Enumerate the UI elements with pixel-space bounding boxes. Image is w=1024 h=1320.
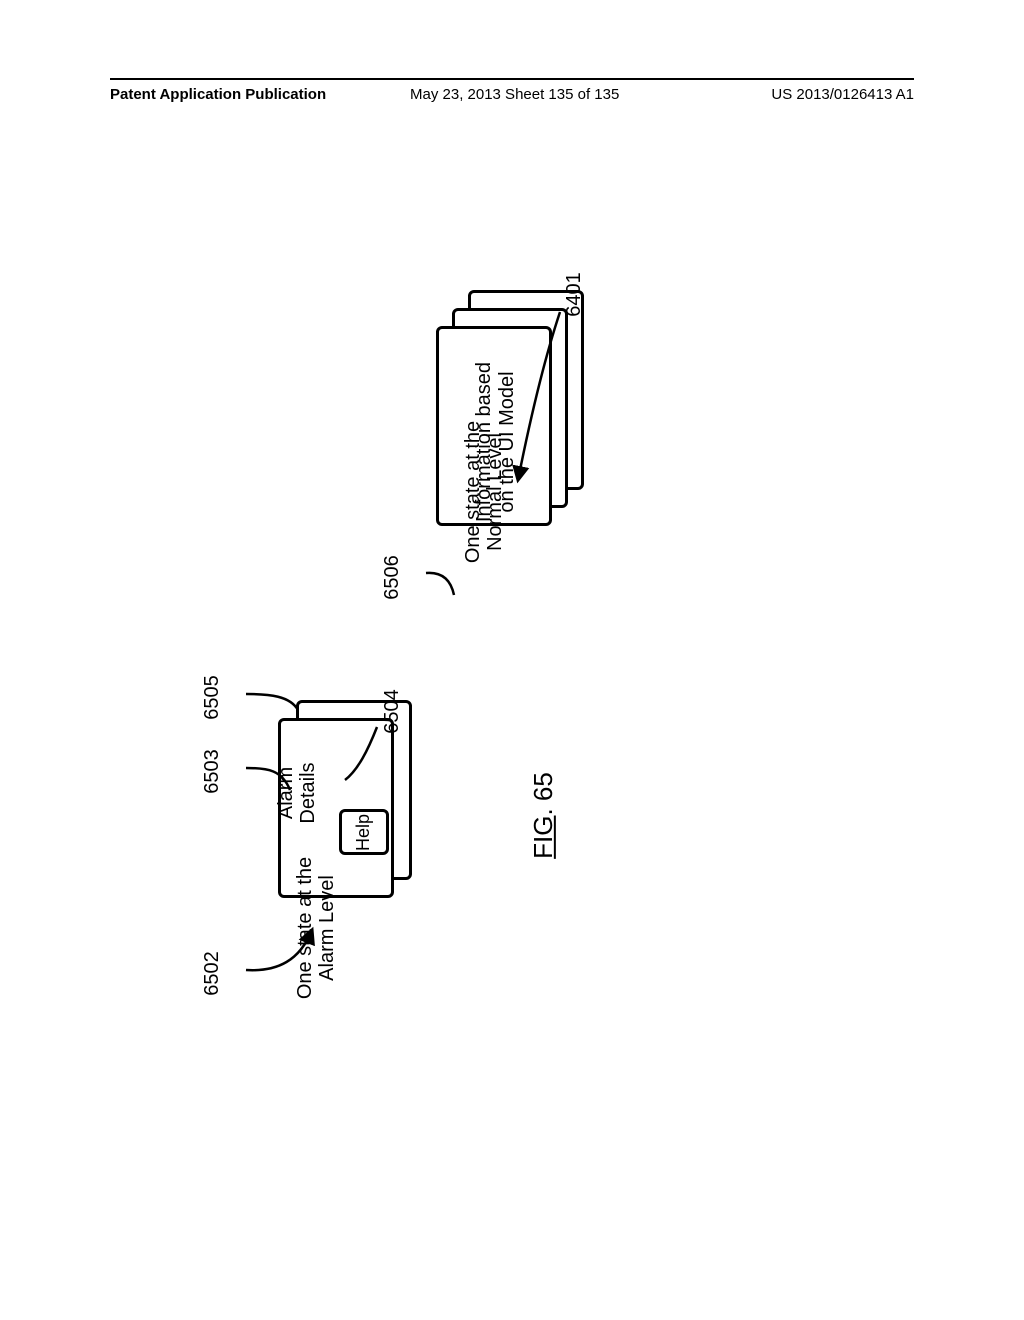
figure-65: Alternate View Alarm Details Help One st… (0, 0, 1024, 1320)
alarm-details-line1: Alarm (275, 767, 297, 819)
ref-6506: 6506 (381, 555, 404, 600)
ref-6504: 6504 (381, 689, 404, 734)
page-root: Patent Application Publication May 23, 2… (0, 0, 1024, 1320)
alarm-state-line1: One state at the (294, 857, 316, 999)
alarm-state-label: One state at the Alarm Level (294, 848, 338, 1008)
leader-lines (0, 0, 1024, 1320)
figure-caption: FIG. 65 (528, 772, 559, 859)
leader-6506 (426, 573, 454, 595)
ref-6505: 6505 (201, 675, 224, 720)
figure-caption-prefix: FIG (528, 816, 558, 859)
alarm-state-line2: Alarm Level (316, 875, 338, 981)
normal-state-line1: One state at the (462, 421, 484, 563)
leader-6505 (246, 694, 298, 710)
alarm-help-button: Help (339, 809, 389, 855)
alarm-details-label: Alarm Details (275, 733, 319, 853)
alarm-details-line2: Details (297, 762, 319, 823)
figure-caption-num: . 65 (528, 772, 558, 815)
ref-6401: 6401 (563, 272, 586, 317)
normal-state-label: One state at the Normal Level (462, 412, 506, 572)
normal-state-line2: Normal Level (484, 433, 506, 551)
alarm-help-button-label: Help (354, 813, 375, 850)
ref-6502: 6502 (201, 951, 224, 996)
ref-6503: 6503 (201, 749, 224, 794)
